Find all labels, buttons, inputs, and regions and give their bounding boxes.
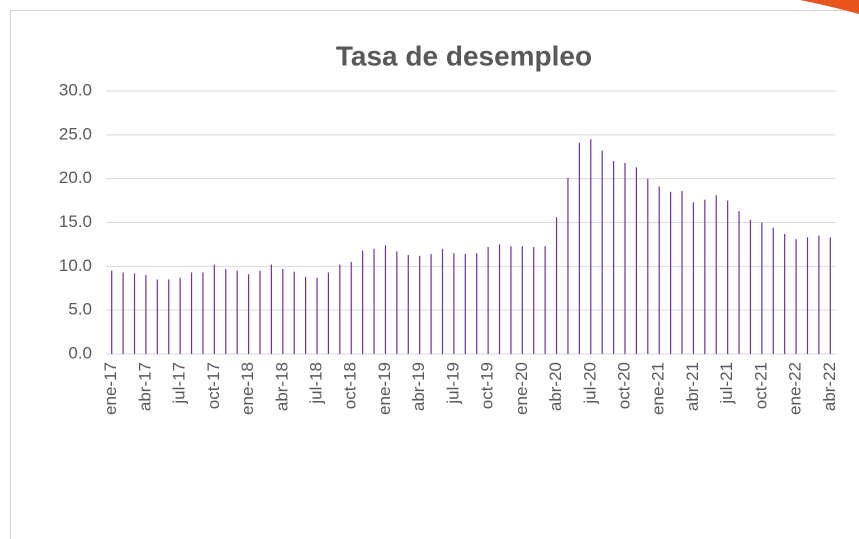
x-tick-label: abr-19 <box>409 362 428 411</box>
bar <box>270 264 272 354</box>
bar <box>784 233 786 354</box>
bar <box>259 270 261 354</box>
bar <box>806 237 809 354</box>
bar <box>624 162 626 354</box>
bar <box>133 273 136 354</box>
x-tick-label: abr-22 <box>820 362 839 411</box>
accent <box>800 0 859 14</box>
bar <box>681 190 683 354</box>
bar <box>247 274 250 354</box>
bar <box>156 279 158 354</box>
x-tick-label: ene-20 <box>512 362 531 415</box>
x-tick-label: oct-19 <box>478 362 497 409</box>
bar <box>476 253 478 354</box>
x-tick-label: oct-17 <box>204 362 223 409</box>
bar <box>510 246 512 354</box>
bar <box>749 219 752 354</box>
bar <box>818 235 820 354</box>
bar <box>202 272 204 354</box>
x-tick-label: jul-21 <box>717 362 736 405</box>
bar <box>236 270 238 354</box>
x-tick-label: jul-19 <box>443 362 462 405</box>
bar <box>282 268 284 354</box>
x-tick-label: jul-18 <box>307 362 326 405</box>
y-tick-label: 25.0 <box>59 124 92 143</box>
x-tick-label: jul-17 <box>170 362 189 405</box>
bar <box>829 237 831 354</box>
chart-frame <box>10 10 859 539</box>
x-tick-label: ene-17 <box>101 362 120 415</box>
bar <box>396 251 398 354</box>
x-tick-label: jul-20 <box>580 362 599 405</box>
bar <box>453 253 455 354</box>
bar <box>487 247 489 354</box>
bar <box>772 227 774 354</box>
bar <box>795 239 797 354</box>
x-tick-label: ene-22 <box>786 362 805 415</box>
x-tick-label: ene-18 <box>238 362 257 415</box>
bar <box>612 161 615 354</box>
y-tick-label: 10.0 <box>59 256 92 275</box>
bar <box>567 177 569 354</box>
bar <box>647 178 649 354</box>
x-tick-label: oct-18 <box>341 362 360 409</box>
x-tick-label: abr-17 <box>135 362 154 411</box>
bar <box>327 272 330 354</box>
bar <box>316 277 318 354</box>
bar <box>384 245 387 354</box>
bar <box>350 261 352 354</box>
bar <box>419 255 421 354</box>
bar <box>670 191 672 354</box>
bar <box>658 186 660 354</box>
bar <box>715 195 717 354</box>
y-tick-label: 30.0 <box>59 80 92 99</box>
bar <box>727 200 729 354</box>
bar <box>441 248 444 354</box>
bar <box>590 139 592 354</box>
x-tick-label: oct-20 <box>614 362 633 409</box>
bar <box>407 254 409 354</box>
bar <box>464 254 466 354</box>
bar <box>225 268 227 354</box>
chart-title: Tasa de desempleo <box>336 40 592 71</box>
bar <box>704 199 706 354</box>
bar <box>601 150 603 354</box>
bar <box>692 202 695 354</box>
bar <box>761 222 763 354</box>
bar <box>122 272 124 354</box>
x-tick-label: oct-21 <box>751 362 770 409</box>
bar <box>362 250 364 354</box>
bar <box>213 264 215 354</box>
bar <box>111 270 113 354</box>
bar <box>533 247 535 354</box>
bar <box>373 248 375 354</box>
y-tick-label: 0.0 <box>68 343 92 362</box>
y-tick-label: 5.0 <box>68 300 92 319</box>
bar <box>293 271 295 354</box>
bar <box>190 272 193 354</box>
y-tick-label: 15.0 <box>59 212 92 231</box>
y-tick-label: 20.0 <box>59 168 92 187</box>
bar <box>179 277 181 354</box>
x-tick-label: ene-19 <box>375 362 394 415</box>
x-tick-label: abr-20 <box>546 362 565 411</box>
bar <box>544 246 546 354</box>
bar <box>145 275 147 354</box>
x-tick-label: abr-21 <box>683 362 702 411</box>
x-tick-label: abr-18 <box>272 362 291 411</box>
bar <box>635 167 637 354</box>
bar <box>498 244 501 354</box>
bar <box>578 142 580 354</box>
bar <box>305 276 307 354</box>
bar <box>738 211 740 354</box>
x-tick-label: ene-21 <box>649 362 668 415</box>
bar <box>521 246 523 354</box>
bar <box>430 254 432 354</box>
bar <box>555 217 558 354</box>
bar <box>339 264 341 354</box>
bar <box>168 279 170 354</box>
